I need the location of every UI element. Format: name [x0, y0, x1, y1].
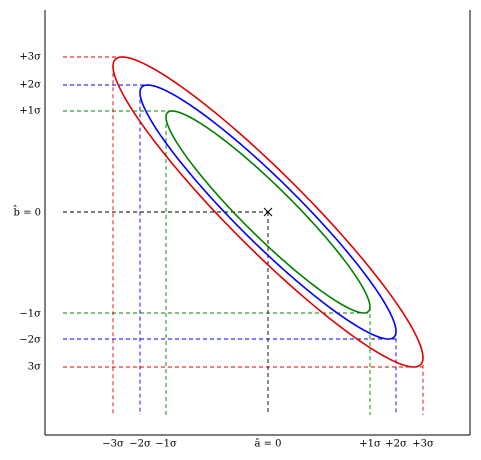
x-label: +3σ: [412, 439, 434, 450]
x-label: −2σ: [129, 439, 151, 450]
x-label: +1σ: [359, 439, 381, 450]
center-marker: [263, 207, 273, 217]
x-labels: −3σ −2σ −1σ â = 0 +1σ +2σ +3σ: [102, 439, 434, 450]
y-label: +1σ: [19, 106, 41, 117]
x-label: â = 0: [254, 439, 281, 450]
y-label: +2σ: [19, 80, 41, 91]
x-label: +2σ: [385, 439, 407, 450]
guide-lines: [63, 56, 424, 415]
y-label: −1σ: [19, 309, 41, 320]
ellipse: [112, 56, 424, 368]
frame: [44, 10, 471, 436]
ellipse: [139, 84, 397, 340]
y-label: b̂ = 0: [13, 205, 41, 218]
x-label: −3σ: [102, 439, 124, 450]
y-label: −2σ: [19, 335, 41, 346]
x-label: −1σ: [155, 439, 177, 450]
y-labels: +3σ +2σ +1σ b̂ = 0 −1σ −2σ 3σ: [13, 52, 42, 373]
ellipse: [165, 110, 371, 314]
y-label: 3σ: [28, 362, 41, 373]
y-label: +3σ: [19, 52, 41, 63]
ellipses: [112, 56, 424, 368]
